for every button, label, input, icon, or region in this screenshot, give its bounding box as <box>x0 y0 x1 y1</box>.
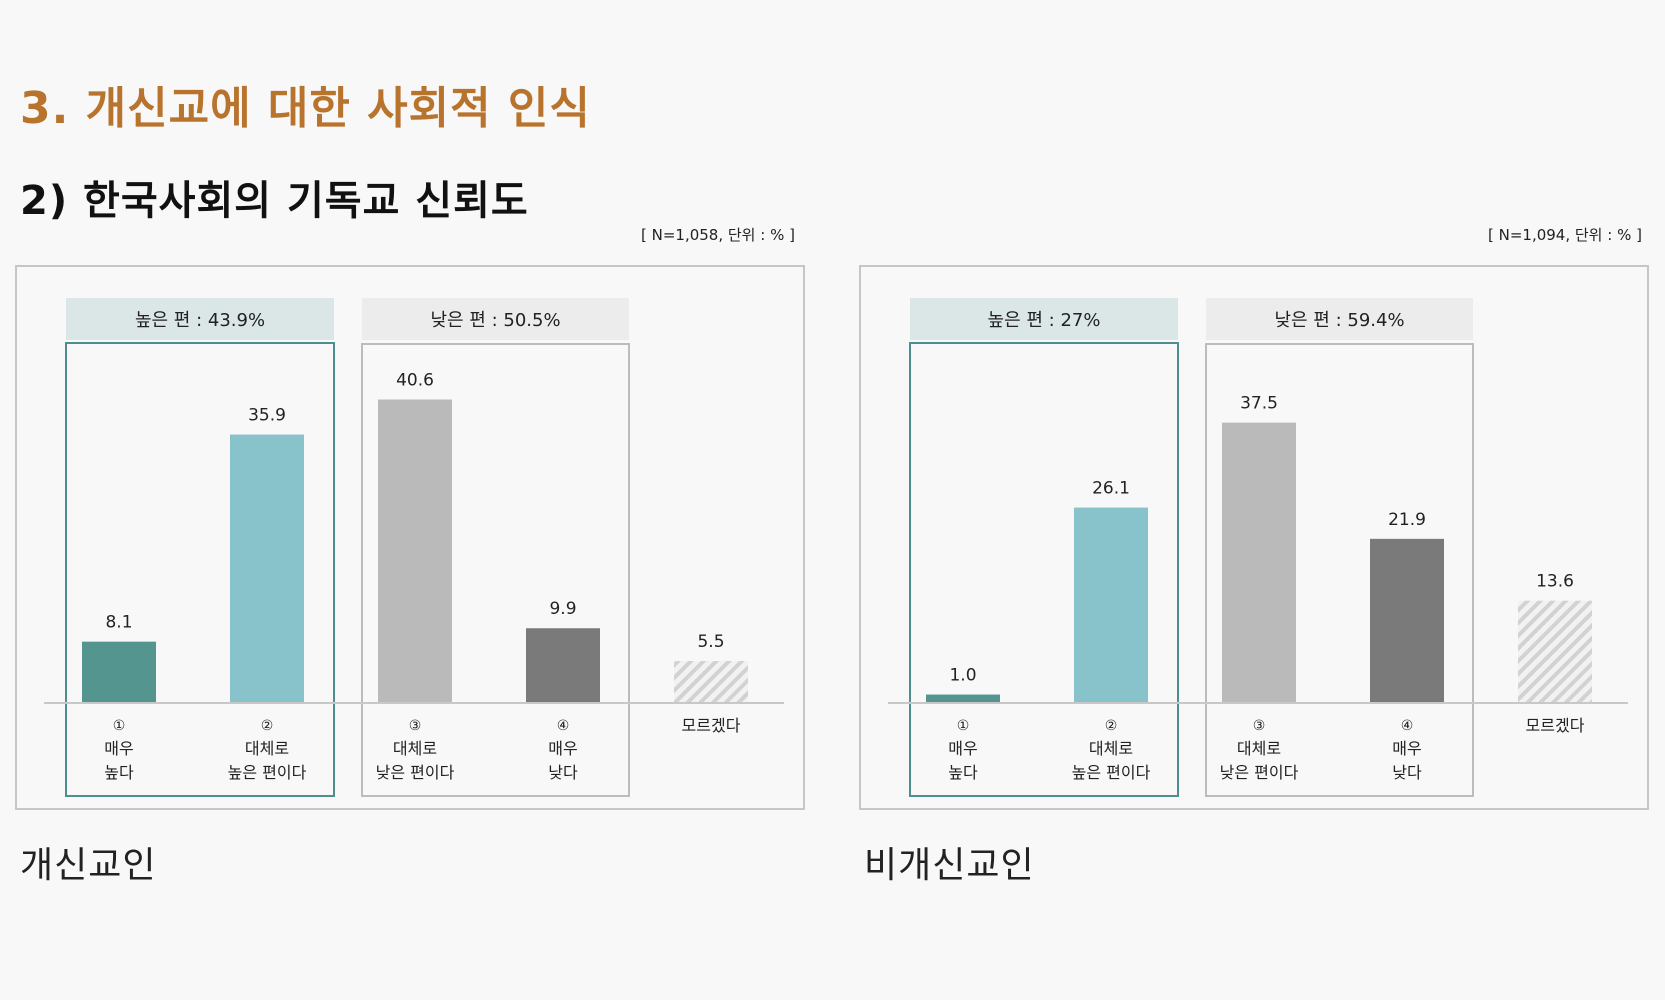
bar-very-low <box>1370 538 1444 702</box>
value-label: 37.5 <box>1240 394 1278 414</box>
category-number: ③ <box>409 718 422 734</box>
category-label: 높은 편이다 <box>228 763 307 782</box>
category-label: 매우 <box>948 739 977 758</box>
category-label: 대체로 <box>1089 739 1133 758</box>
category-label: 높다 <box>948 763 978 782</box>
category-number: ① <box>113 718 126 734</box>
bar-somewhat-low <box>1222 422 1296 702</box>
value-label: 8.1 <box>105 613 132 633</box>
sample-note-left: [ N=1,058, 단위 : % ] <box>641 226 795 244</box>
low-group-header <box>362 298 629 340</box>
category-label: 대체로 <box>393 739 437 758</box>
low-group-outline <box>1205 343 1474 797</box>
chart-panel <box>15 265 805 810</box>
category-label: 매우 <box>1392 739 1421 758</box>
low-group-label: 낮은 편 : 50.5% <box>430 310 560 331</box>
value-label: 40.6 <box>396 371 434 391</box>
low-group-label: 낮은 편 : 59.4% <box>1274 310 1404 331</box>
high-group-header <box>66 298 334 340</box>
sample-note-right: [ N=1,094, 단위 : % ] <box>1488 226 1642 244</box>
high-group-outline <box>65 342 335 797</box>
bar-somewhat-high <box>1074 507 1148 702</box>
bar-very-high <box>926 694 1000 702</box>
category-number: ① <box>957 718 970 734</box>
category-label: 낮다 <box>1392 763 1422 782</box>
category-label: 대체로 <box>1237 739 1281 758</box>
category-label: 낮다 <box>548 763 578 782</box>
low-group-outline <box>361 343 630 797</box>
category-label: 낮은 편이다 <box>1220 763 1299 782</box>
category-number: ② <box>261 718 274 734</box>
high-group-label: 높은 편 : 27% <box>988 310 1101 331</box>
value-label: 1.0 <box>949 666 976 686</box>
category-label: 모르겠다 <box>682 716 741 735</box>
category-number: ② <box>1105 718 1118 734</box>
high-group-outline <box>909 342 1179 797</box>
bar-somewhat-low <box>378 399 452 702</box>
category-label: 매우 <box>548 739 577 758</box>
high-group-header <box>910 298 1178 340</box>
value-label: 9.9 <box>549 599 576 619</box>
category-number: ③ <box>1253 718 1266 734</box>
category-label: 낮은 편이다 <box>376 763 455 782</box>
bar-very-low <box>526 628 600 702</box>
group-label-right: 비개신교인 <box>864 845 1035 886</box>
low-group-header <box>1206 298 1473 340</box>
value-label: 35.9 <box>248 406 286 426</box>
bar-dont-know <box>674 661 748 702</box>
section-title: 3. 개신교에 대한 사회적 인식 <box>20 83 591 134</box>
high-group-label: 높은 편 : 43.9% <box>135 310 265 331</box>
bar-very-high <box>82 641 156 702</box>
value-label: 26.1 <box>1092 479 1130 499</box>
category-label: 높다 <box>104 763 134 782</box>
value-label: 5.5 <box>697 632 724 652</box>
bar-somewhat-high <box>230 434 304 702</box>
category-label: 높은 편이다 <box>1072 763 1151 782</box>
bar-dont-know <box>1518 600 1592 702</box>
category-label: 매우 <box>104 739 133 758</box>
value-label: 13.6 <box>1536 572 1574 592</box>
category-number: ④ <box>557 718 570 734</box>
category-label: 대체로 <box>245 739 289 758</box>
chart-panel <box>859 265 1649 810</box>
group-label-left: 개신교인 <box>20 845 157 886</box>
category-label: 모르겠다 <box>1526 716 1585 735</box>
category-number: ④ <box>1401 718 1414 734</box>
sub-title: 2) 한국사회의 기독교 신뢰도 <box>20 178 529 224</box>
value-label: 21.9 <box>1388 510 1426 530</box>
